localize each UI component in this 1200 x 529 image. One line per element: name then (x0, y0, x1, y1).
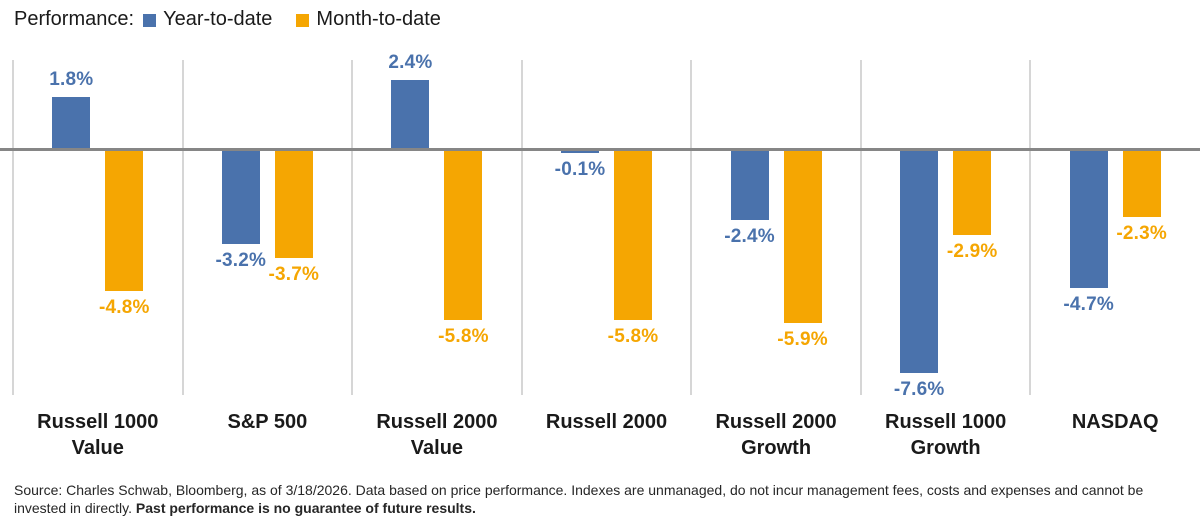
month-to-date-bar (783, 150, 822, 323)
month-to-date-bar (614, 150, 652, 320)
legend-item-year-to-date: Year-to-date (143, 8, 272, 31)
x-axis-label: NASDAQ (1071, 411, 1159, 433)
gridline (859, 60, 862, 395)
value-label: 2.4% (388, 51, 433, 73)
gridline (520, 60, 523, 395)
source-note-disclaimer: Past performance is no guarantee of futu… (135, 499, 476, 516)
x-axis-label: Russell 2000 Growth (715, 411, 837, 459)
x-axis-label: Russell 1000 Growth (885, 411, 1007, 459)
year-to-date-swatch-icon (143, 14, 157, 27)
gridline (690, 60, 693, 395)
value-label: -4.8% (98, 296, 150, 318)
year-to-date-bar (52, 97, 91, 150)
gridline (1029, 60, 1032, 395)
year-to-date-bar (730, 150, 769, 221)
x-axis-label: Russell 2000 Value (376, 411, 498, 459)
source-note-text: Source: Charles Schwab, Bloomberg, as of… (14, 482, 1144, 516)
year-to-date-bar (391, 79, 430, 150)
legend-item-month-to-date: Month-to-date (296, 8, 441, 31)
gridline (12, 60, 14, 395)
year-to-date-bar (1069, 150, 1108, 288)
gridline (351, 60, 354, 395)
year-to-date-bar (561, 150, 599, 153)
value-label: -3.7% (268, 264, 320, 286)
value-label: -7.6% (893, 378, 945, 400)
value-label: -3.2% (215, 249, 267, 271)
legend-label-month-to-date: Month-to-date (316, 8, 441, 30)
value-label: -2.3% (1116, 223, 1168, 245)
value-label: -5.9% (777, 328, 828, 350)
zero-axis-line (0, 148, 1200, 151)
legend: Performance: Year-to-date Month-to-date (14, 8, 465, 31)
month-to-date-bar (953, 150, 992, 235)
x-axis-label: Russell 1000 Value (37, 411, 159, 459)
value-label: 1.8% (49, 69, 94, 91)
value-label: -2.4% (724, 226, 775, 248)
value-label: -4.7% (1063, 293, 1115, 315)
value-label: -5.8% (438, 325, 489, 347)
x-axis-label: Russell 2000 (545, 411, 668, 433)
month-to-date-bar (1122, 150, 1161, 218)
source-note: Source: Charles Schwab, Bloomberg, as of… (14, 482, 1194, 517)
year-to-date-bar (900, 150, 939, 373)
month-to-date-bar (444, 150, 483, 320)
value-label: -2.9% (946, 240, 998, 262)
x-axis-label: S&P 500 (227, 411, 308, 433)
legend-title: Performance: (14, 8, 135, 30)
gridline (181, 60, 184, 395)
value-label: -0.1% (554, 158, 606, 180)
value-label: -5.8% (607, 325, 659, 347)
month-to-date-swatch-icon (296, 14, 310, 27)
legend-label-year-to-date: Year-to-date (163, 8, 273, 30)
month-to-date-bar (105, 150, 144, 291)
month-to-date-bar (274, 150, 313, 259)
year-to-date-bar (221, 150, 260, 244)
